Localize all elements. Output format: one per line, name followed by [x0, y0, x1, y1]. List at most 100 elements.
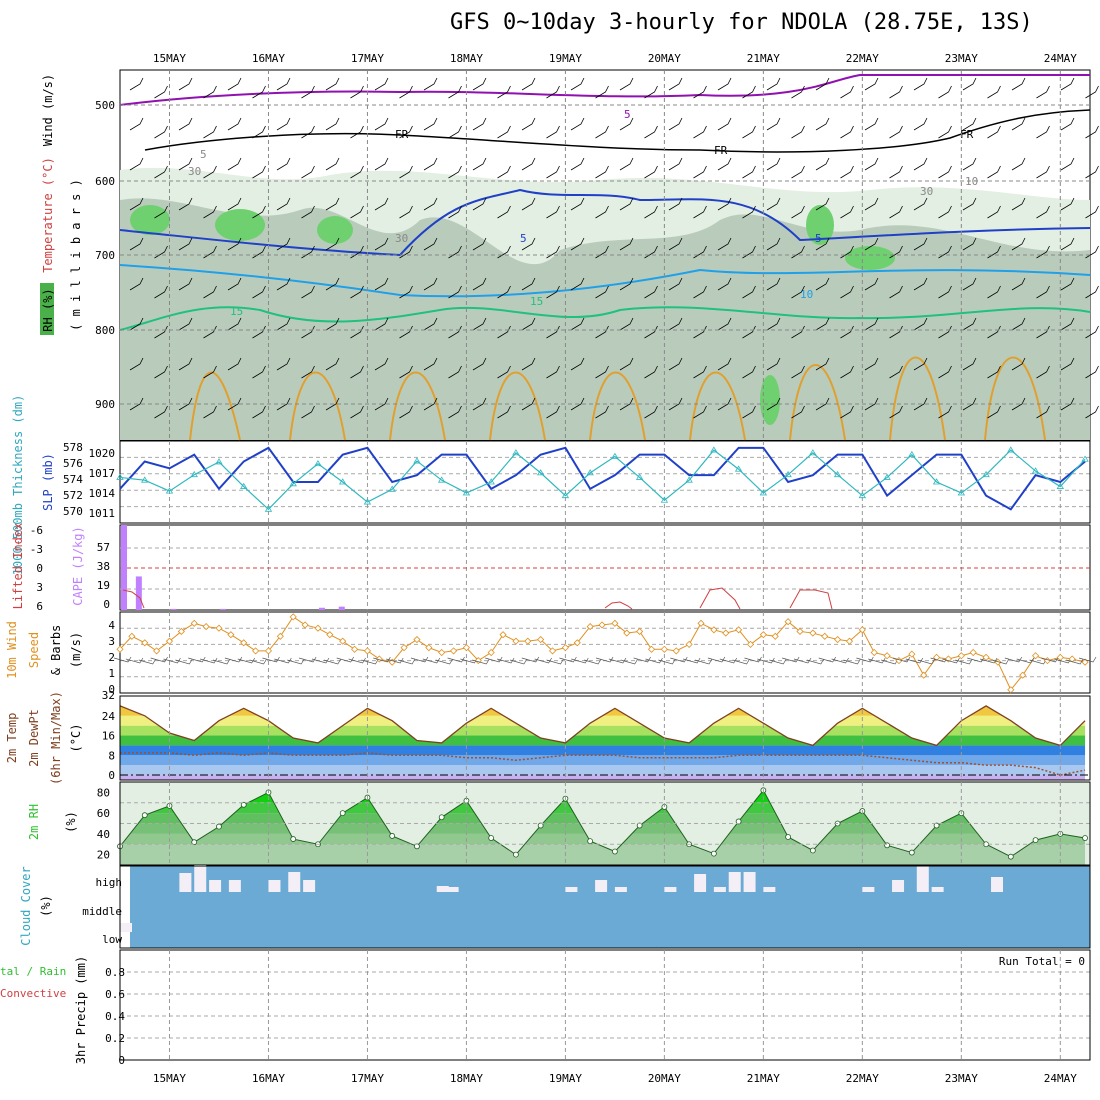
contour-label: FR	[395, 128, 409, 141]
wind-barb	[497, 165, 511, 179]
wind-speed-marker	[153, 647, 161, 655]
wind-barb	[815, 397, 830, 411]
wind-barb-10m	[397, 658, 416, 665]
date-label-bottom: 21MAY	[747, 1072, 780, 1085]
wind-barb	[693, 285, 707, 299]
wind-barb	[374, 77, 389, 91]
wind-barb-10m	[955, 658, 973, 665]
wind-barb-10m	[608, 657, 627, 664]
wind-speed-marker	[623, 629, 631, 637]
wind-barb	[252, 205, 266, 219]
wind-barb	[178, 277, 193, 291]
cloud-cover-gap	[694, 874, 707, 892]
wind-speed-marker	[462, 644, 470, 652]
ylabel-wind10m: 10m Wind	[5, 621, 19, 679]
wind-barb-10m	[175, 658, 193, 665]
rh-tick: 20	[97, 849, 110, 862]
temp-tick: 0	[108, 769, 115, 782]
wind-barb	[521, 197, 536, 211]
wind-barb-10m	[323, 658, 342, 665]
wind-barb	[987, 205, 1001, 219]
wind-speed-marker	[326, 631, 334, 639]
wind-barb	[644, 85, 658, 99]
wind-barb	[840, 205, 854, 219]
slp-tick: 1014	[89, 487, 116, 500]
wind-barb	[423, 197, 438, 211]
date-label-bottom: 15MAY	[153, 1072, 186, 1085]
wind-barb	[497, 245, 511, 259]
wind-barb	[546, 85, 560, 99]
wind-barb	[497, 285, 511, 299]
wind-barb	[742, 165, 756, 179]
wind-barb	[1060, 397, 1075, 411]
contour-label: FR	[714, 144, 728, 157]
wind-barb-10m	[732, 658, 750, 665]
wind-barb	[252, 165, 266, 179]
wind-barb	[913, 277, 928, 291]
wind-speed-marker	[685, 640, 693, 648]
date-label-top: 18MAY	[450, 52, 483, 65]
rh-tick: 60	[97, 807, 110, 820]
wind-speed-marker	[351, 645, 359, 653]
ylabel-2m-dewpt: 2m DewPt	[27, 709, 41, 767]
wind-barb	[987, 165, 1001, 179]
wind-speed-marker	[363, 647, 372, 655]
wind-barb	[325, 157, 340, 171]
lifted-index-line	[789, 589, 833, 610]
wind-barb	[619, 357, 634, 371]
date-label-top: 24MAY	[1044, 52, 1077, 65]
wind-barb	[227, 397, 242, 411]
wind-barb-10m	[843, 658, 861, 665]
wind-barb	[889, 205, 903, 219]
wind-barb	[644, 405, 658, 419]
rh-high-patch	[215, 209, 265, 241]
wind-speed-marker	[339, 637, 347, 645]
temp-band	[120, 735, 1086, 746]
wind-barb	[668, 157, 683, 171]
ylabel-rh: RH (%)	[41, 288, 55, 331]
wind-barb-10m	[620, 658, 639, 665]
wind-barb	[644, 365, 658, 379]
wind-speed-marker	[202, 623, 210, 631]
wind-speed-marker	[722, 629, 730, 637]
wind-barb	[595, 325, 609, 339]
temp-contour-m5	[119, 74, 1090, 106]
temp-contour-5	[119, 188, 1091, 257]
wind-barb-10m	[584, 658, 602, 665]
ylabel-2m-rh: 2m RH	[27, 804, 41, 840]
thickness-marker	[759, 489, 768, 496]
cape-tick: 38	[97, 560, 110, 573]
thickness-marker	[264, 505, 273, 512]
wind-barb	[717, 197, 732, 211]
lifted-index-line	[604, 601, 633, 610]
thickness-marker	[116, 473, 124, 480]
wind-speed-marker	[784, 618, 792, 626]
wind-barb	[448, 285, 462, 299]
wind-barb	[399, 85, 413, 99]
wind-speed-marker	[524, 637, 532, 645]
cloud-cover-gap	[916, 866, 929, 892]
ylabel-cloud-cover: Cloud Cover	[19, 866, 33, 945]
wind-barb	[521, 277, 536, 291]
wind-barb-10m	[757, 657, 775, 664]
wind-barb-10m	[856, 656, 874, 663]
wind-barb	[227, 317, 242, 331]
wind-barb	[1060, 197, 1075, 211]
wind-barb	[276, 237, 291, 251]
rh-marker	[884, 842, 890, 849]
wind-speed-marker	[908, 650, 916, 658]
cape-tick: 0	[103, 598, 110, 611]
wind-barb	[815, 317, 830, 331]
wind-barb-10m	[769, 658, 787, 665]
slp-panel-frame	[119, 440, 1091, 524]
wind-speed-marker	[636, 627, 644, 636]
upper-air-panel: 5 FR FR FR 5 5 10 15 15 5 10 30 30 30	[119, 69, 1099, 441]
wind-speed-marker	[438, 648, 446, 657]
wind-barb-10m	[633, 656, 651, 663]
wind-barb	[399, 125, 413, 139]
date-label-top: 19MAY	[549, 52, 582, 65]
thickness-marker	[833, 470, 842, 478]
wind-speed-marker	[449, 647, 458, 655]
temp-contour-20	[189, 356, 1046, 441]
date-label-bottom: 20MAY	[648, 1072, 681, 1085]
